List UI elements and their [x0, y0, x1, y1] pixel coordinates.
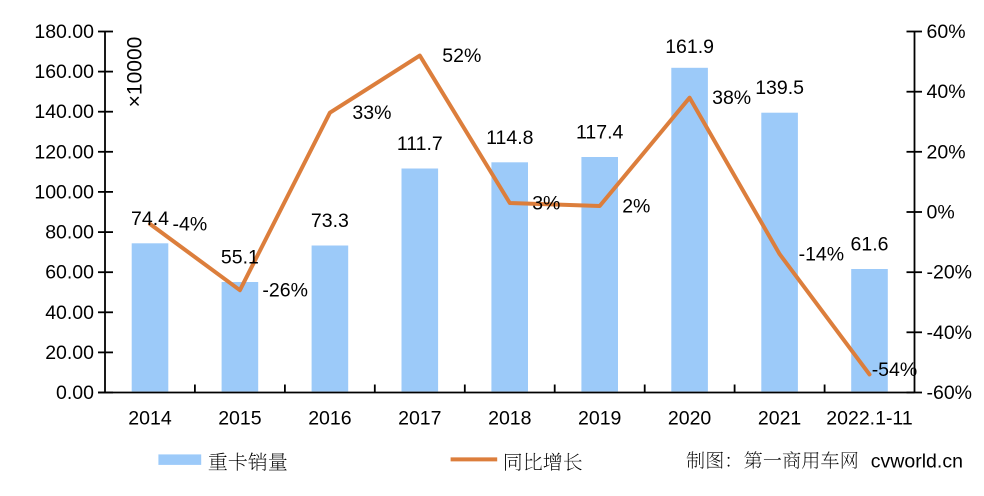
- svg-text:2014: 2014: [128, 408, 172, 430]
- svg-text:61.6: 61.6: [851, 234, 889, 256]
- svg-text:-54%: -54%: [872, 359, 918, 381]
- svg-text:111.7: 111.7: [397, 133, 443, 155]
- svg-text:55.1: 55.1: [221, 247, 259, 269]
- svg-text:-14%: -14%: [799, 244, 845, 266]
- svg-text:cvworld.cn: cvworld.cn: [871, 450, 963, 472]
- svg-text:-4%: -4%: [173, 214, 208, 236]
- svg-text:2017: 2017: [398, 408, 441, 430]
- svg-text:120.00: 120.00: [34, 141, 94, 163]
- svg-text:38%: 38%: [712, 87, 751, 109]
- svg-text:-40%: -40%: [927, 322, 973, 344]
- svg-text:20.00: 20.00: [45, 342, 94, 364]
- svg-text:2022.1-11: 2022.1-11: [826, 408, 912, 430]
- svg-text:73.3: 73.3: [311, 210, 349, 232]
- svg-text:40.00: 40.00: [45, 302, 94, 324]
- svg-text:0%: 0%: [927, 202, 955, 224]
- svg-text:52%: 52%: [442, 45, 481, 67]
- svg-text:×10000: ×10000: [124, 37, 147, 108]
- svg-text:140.00: 140.00: [34, 101, 94, 123]
- svg-text:-60%: -60%: [927, 382, 973, 404]
- svg-text:2018: 2018: [488, 408, 531, 430]
- svg-text:3%: 3%: [532, 193, 560, 215]
- svg-text:80.00: 80.00: [45, 222, 94, 244]
- svg-text:60%: 60%: [927, 21, 966, 43]
- svg-text:2020: 2020: [668, 408, 712, 430]
- svg-text:0.00: 0.00: [56, 382, 94, 404]
- svg-text:-26%: -26%: [262, 280, 308, 302]
- svg-text:139.5: 139.5: [755, 77, 804, 99]
- svg-text:2%: 2%: [622, 196, 650, 218]
- svg-text:2016: 2016: [308, 408, 351, 430]
- svg-text:160.00: 160.00: [34, 61, 94, 83]
- svg-text:114.8: 114.8: [486, 127, 533, 149]
- svg-text:33%: 33%: [352, 102, 391, 124]
- svg-text:100.00: 100.00: [34, 181, 94, 203]
- svg-text:20%: 20%: [927, 141, 966, 163]
- svg-text:161.9: 161.9: [665, 36, 714, 58]
- svg-text:-20%: -20%: [927, 262, 973, 284]
- svg-text:2021: 2021: [758, 408, 801, 430]
- svg-text:60.00: 60.00: [45, 262, 94, 284]
- svg-text:180.00: 180.00: [34, 21, 94, 43]
- svg-text:2015: 2015: [218, 408, 262, 430]
- svg-text:2019: 2019: [578, 408, 621, 430]
- svg-text:74.4: 74.4: [131, 208, 169, 230]
- svg-text:117.4: 117.4: [576, 122, 624, 144]
- svg-text:40%: 40%: [927, 81, 966, 103]
